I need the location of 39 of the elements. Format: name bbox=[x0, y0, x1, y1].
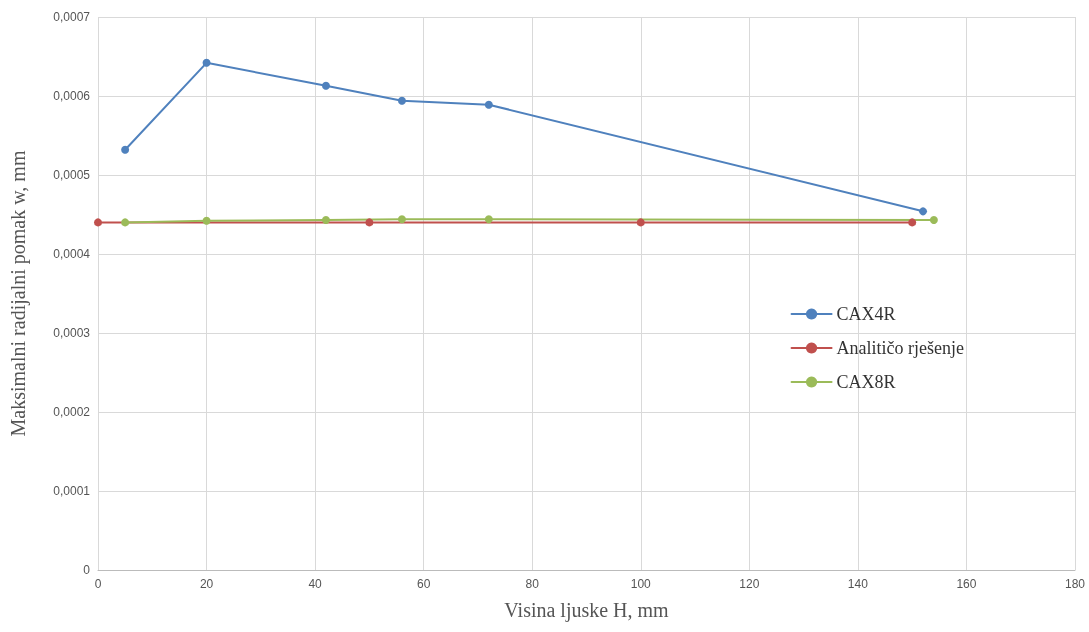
x-tick-label: 40 bbox=[308, 577, 323, 591]
point bbox=[202, 58, 211, 67]
point bbox=[321, 216, 330, 225]
legend-label: CAX8R bbox=[836, 372, 896, 392]
point bbox=[365, 218, 374, 227]
y-tick-label: 0,0001 bbox=[53, 484, 91, 498]
point bbox=[919, 207, 928, 216]
x-tick-label: 160 bbox=[956, 577, 977, 591]
y-tick-label: 0 bbox=[83, 563, 91, 577]
y-tick-label: 0,0003 bbox=[53, 326, 91, 340]
point bbox=[94, 218, 102, 227]
point bbox=[636, 218, 645, 227]
point bbox=[121, 218, 130, 227]
point bbox=[484, 215, 493, 224]
legend-label: Analitičo rješenje bbox=[836, 338, 965, 358]
point bbox=[397, 215, 406, 224]
point bbox=[929, 216, 938, 225]
x-tick-label: 180 bbox=[1064, 577, 1086, 591]
point bbox=[321, 81, 330, 90]
y-tick-label: 0,0007 bbox=[53, 10, 91, 24]
x-tick-label: 140 bbox=[847, 577, 869, 591]
y-tick-label: 0,0006 bbox=[53, 89, 91, 103]
legend-label: CAX4R bbox=[836, 304, 896, 324]
point bbox=[397, 96, 406, 105]
y-tick-label: 0,0002 bbox=[53, 405, 91, 419]
point bbox=[202, 216, 211, 225]
x-tick-label: 100 bbox=[630, 577, 652, 591]
x-tick-label: 0 bbox=[94, 577, 102, 591]
x-tick-label: 20 bbox=[199, 577, 214, 591]
y-tick-label: 0,0004 bbox=[53, 247, 91, 261]
point bbox=[484, 100, 493, 109]
y-axis-title: Maksimalni radijalni pomak w, mm bbox=[7, 150, 30, 437]
x-tick-label: 80 bbox=[525, 577, 540, 591]
point bbox=[908, 218, 917, 227]
y-tick-label: 0,0005 bbox=[53, 168, 91, 182]
x-axis-title: Visina ljuske H, mm bbox=[504, 599, 670, 622]
point bbox=[121, 145, 130, 154]
x-tick-label: 120 bbox=[739, 577, 760, 591]
x-tick-label: 60 bbox=[416, 577, 431, 591]
